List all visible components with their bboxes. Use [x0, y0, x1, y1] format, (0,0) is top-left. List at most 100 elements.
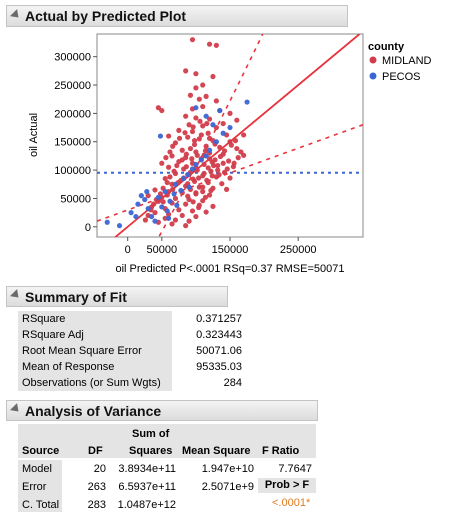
data-point-pecos[interactable]: [133, 213, 139, 220]
data-point-midland[interactable]: [152, 210, 158, 216]
data-point-midland[interactable]: [190, 176, 196, 182]
data-point-midland[interactable]: [167, 174, 173, 180]
data-point-midland[interactable]: [206, 192, 213, 198]
data-point-midland[interactable]: [200, 82, 206, 88]
data-point-midland[interactable]: [206, 116, 213, 122]
data-point-pecos[interactable]: [185, 172, 191, 178]
data-point-midland[interactable]: [217, 153, 224, 160]
data-point-pecos[interactable]: [210, 122, 216, 128]
data-point-midland[interactable]: [203, 209, 209, 215]
data-point-midland[interactable]: [204, 177, 210, 183]
data-point-midland[interactable]: [193, 190, 199, 196]
data-point-midland[interactable]: [186, 218, 192, 224]
data-point-midland[interactable]: [215, 167, 221, 173]
data-point-midland[interactable]: [176, 135, 183, 141]
data-point-pecos[interactable]: [193, 105, 199, 111]
data-point-midland[interactable]: [164, 179, 170, 186]
data-point-midland[interactable]: [215, 162, 221, 169]
data-point-midland[interactable]: [185, 134, 191, 140]
data-point-pecos[interactable]: [116, 223, 123, 229]
plot-panel-header[interactable]: Actual by Predicted Plot: [6, 5, 348, 27]
data-point-midland[interactable]: [227, 175, 233, 181]
data-point-midland[interactable]: [189, 37, 196, 43]
data-point-midland[interactable]: [226, 158, 232, 164]
data-point-midland[interactable]: [235, 155, 241, 161]
data-point-pecos[interactable]: [164, 208, 170, 214]
data-point-midland[interactable]: [166, 164, 172, 170]
data-point-pecos[interactable]: [178, 187, 184, 194]
data-point-midland[interactable]: [152, 187, 158, 193]
data-point-pecos[interactable]: [186, 184, 192, 190]
data-point-pecos[interactable]: [167, 198, 173, 204]
data-point-midland[interactable]: [176, 207, 182, 213]
data-point-midland[interactable]: [231, 160, 237, 166]
data-point-midland[interactable]: [219, 181, 225, 187]
data-point-midland[interactable]: [196, 136, 202, 142]
data-point-midland[interactable]: [189, 156, 195, 162]
data-point-midland[interactable]: [189, 128, 196, 135]
data-point-midland[interactable]: [202, 148, 209, 154]
data-point-midland[interactable]: [191, 138, 198, 144]
data-point-midland[interactable]: [208, 187, 214, 194]
anova-panel-header[interactable]: Analysis of Variance: [6, 400, 318, 421]
data-point-midland[interactable]: [179, 147, 185, 153]
data-point-midland[interactable]: [172, 217, 179, 223]
data-point-midland[interactable]: [186, 122, 192, 128]
data-point-midland[interactable]: [145, 193, 151, 199]
data-point-midland[interactable]: [183, 201, 189, 207]
data-point-midland[interactable]: [185, 193, 191, 199]
data-point-midland[interactable]: [191, 141, 198, 148]
data-point-midland[interactable]: [189, 208, 196, 214]
data-point-midland[interactable]: [162, 175, 168, 182]
data-point-midland[interactable]: [209, 173, 215, 179]
data-point-pecos[interactable]: [213, 139, 219, 145]
data-point-pecos[interactable]: [152, 218, 158, 224]
data-point-midland[interactable]: [200, 103, 206, 110]
data-point-midland[interactable]: [169, 221, 175, 227]
data-point-midland[interactable]: [196, 96, 202, 102]
data-point-midland[interactable]: [223, 186, 230, 192]
data-point-pecos[interactable]: [203, 153, 209, 159]
data-point-midland[interactable]: [169, 153, 175, 159]
data-point-midland[interactable]: [220, 160, 226, 166]
data-point-midland[interactable]: [234, 117, 240, 123]
data-point-midland[interactable]: [167, 149, 173, 155]
data-point-midland[interactable]: [200, 189, 206, 195]
data-point-midland[interactable]: [179, 212, 185, 219]
data-point-midland[interactable]: [224, 166, 230, 172]
data-point-midland[interactable]: [213, 124, 219, 131]
data-point-midland[interactable]: [210, 203, 216, 209]
data-point-midland[interactable]: [183, 113, 189, 119]
data-point-pecos[interactable]: [206, 147, 213, 153]
data-point-midland[interactable]: [203, 143, 209, 149]
data-point-midland[interactable]: [187, 92, 194, 98]
data-point-midland[interactable]: [183, 151, 189, 157]
data-point-midland[interactable]: [179, 157, 185, 163]
data-point-pecos[interactable]: [189, 166, 196, 172]
data-point-midland[interactable]: [183, 223, 189, 229]
data-point-pecos[interactable]: [203, 113, 209, 119]
data-point-midland[interactable]: [216, 172, 222, 178]
data-point-midland[interactable]: [213, 42, 219, 48]
data-point-pecos[interactable]: [244, 99, 250, 105]
data-point-midland[interactable]: [232, 138, 239, 144]
data-point-pecos[interactable]: [159, 204, 165, 210]
data-point-midland[interactable]: [210, 73, 216, 80]
data-point-midland[interactable]: [201, 170, 207, 177]
data-point-midland[interactable]: [234, 145, 240, 152]
data-point-midland[interactable]: [204, 120, 210, 127]
data-point-midland[interactable]: [227, 110, 233, 116]
data-point-midland[interactable]: [170, 143, 176, 149]
data-point-midland[interactable]: [170, 186, 176, 192]
data-point-midland[interactable]: [202, 194, 209, 200]
disclosure-triangle-icon[interactable]: [9, 289, 23, 302]
data-point-midland[interactable]: [221, 148, 228, 154]
data-point-midland[interactable]: [159, 160, 165, 166]
data-point-midland[interactable]: [160, 199, 166, 205]
data-point-pecos[interactable]: [166, 215, 172, 221]
data-point-pecos[interactable]: [155, 194, 161, 200]
data-point-midland[interactable]: [217, 144, 223, 151]
data-point-midland[interactable]: [198, 132, 204, 138]
data-point-midland[interactable]: [187, 145, 194, 152]
data-point-midland[interactable]: [155, 105, 161, 111]
